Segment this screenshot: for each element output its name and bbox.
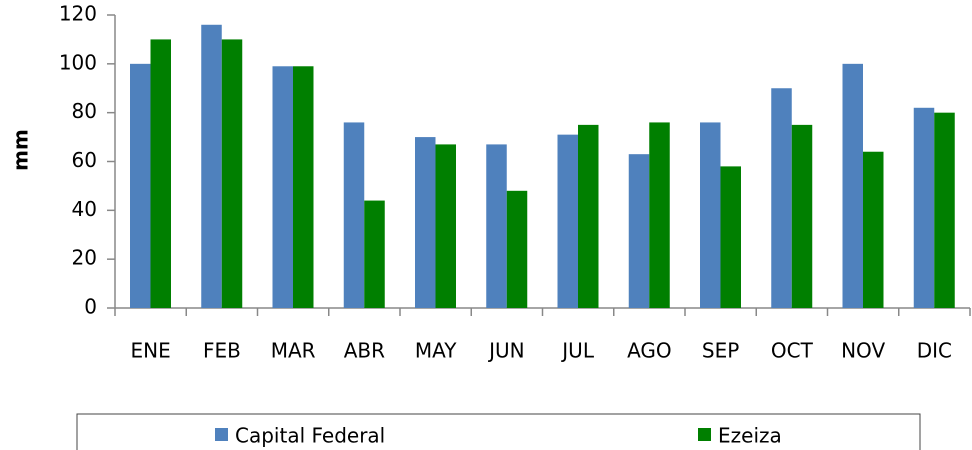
bar <box>486 144 507 308</box>
x-tick-label: NOV <box>841 339 885 363</box>
bar <box>913 107 935 309</box>
bar <box>150 39 171 309</box>
bar <box>842 63 863 309</box>
bar <box>628 154 650 308</box>
bar <box>557 134 578 308</box>
bar <box>272 66 293 309</box>
y-tick-label: 20 <box>72 246 97 270</box>
y-tick-label: 120 <box>59 2 97 26</box>
y-tick-label: 100 <box>59 50 97 74</box>
x-tick-label: FEB <box>203 339 241 363</box>
y-axis-label: mm <box>9 129 33 171</box>
legend-swatch <box>698 428 711 441</box>
bar <box>720 166 741 308</box>
bar <box>201 24 222 309</box>
y-tick-label: 60 <box>72 148 97 172</box>
bar <box>435 144 456 308</box>
y-tick-label: 40 <box>72 197 97 221</box>
bar <box>221 39 243 309</box>
legend-box <box>76 413 921 450</box>
bar <box>293 66 314 309</box>
x-tick-label: DIC <box>917 339 952 363</box>
legend-label: Ezeiza <box>718 424 782 448</box>
x-tick-label: ABR <box>344 339 385 363</box>
y-tick-label: 0 <box>84 295 97 319</box>
x-tick-label: SEP <box>702 339 739 363</box>
bar <box>578 124 599 308</box>
bar <box>415 137 436 308</box>
x-tick-label: JUL <box>560 339 595 363</box>
bar <box>130 63 151 309</box>
x-tick-label: OCT <box>771 339 814 363</box>
legend-label: Capital Federal <box>235 424 385 448</box>
bar <box>649 122 670 308</box>
legend-swatch <box>215 428 228 441</box>
bar <box>364 200 385 308</box>
y-tick-label: 80 <box>72 99 97 123</box>
bar <box>934 112 955 309</box>
bar <box>863 151 884 308</box>
bar <box>771 88 792 308</box>
bar <box>506 190 528 308</box>
x-tick-label: ENE <box>131 339 171 363</box>
x-tick-label: AGO <box>627 339 672 363</box>
bar <box>343 122 365 308</box>
x-tick-label: MAY <box>415 339 457 363</box>
bar <box>700 122 721 308</box>
x-tick-label: JUN <box>487 339 525 363</box>
bar <box>791 124 813 308</box>
x-tick-label: MAR <box>271 339 316 363</box>
